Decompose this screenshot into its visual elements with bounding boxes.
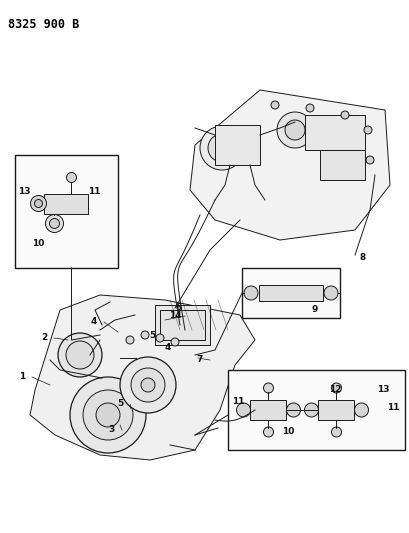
Circle shape [340, 111, 348, 119]
Text: 14: 14 [168, 311, 181, 320]
Circle shape [270, 101, 278, 109]
Bar [15, 155, 118, 268]
Circle shape [363, 126, 371, 134]
Text: 5: 5 [117, 400, 123, 408]
Circle shape [263, 383, 273, 393]
Bar [318, 400, 354, 420]
Circle shape [70, 377, 146, 453]
Circle shape [354, 403, 368, 417]
Text: 5: 5 [148, 332, 155, 341]
Circle shape [365, 156, 373, 164]
Circle shape [171, 338, 179, 346]
Circle shape [131, 368, 164, 402]
Circle shape [141, 378, 155, 392]
Text: 4: 4 [90, 318, 97, 327]
Text: 1: 1 [19, 373, 25, 382]
Circle shape [243, 286, 257, 300]
Bar [250, 400, 286, 420]
Circle shape [276, 112, 312, 148]
Circle shape [305, 104, 313, 112]
Text: 3: 3 [109, 425, 115, 434]
Bar [160, 310, 204, 340]
Bar [304, 115, 364, 150]
Polygon shape [189, 90, 389, 240]
Circle shape [66, 173, 76, 182]
Circle shape [155, 334, 164, 342]
Circle shape [236, 403, 250, 417]
Polygon shape [30, 295, 254, 460]
Circle shape [331, 427, 341, 437]
Circle shape [263, 427, 273, 437]
Circle shape [286, 403, 300, 417]
Circle shape [34, 199, 43, 207]
Circle shape [96, 403, 120, 427]
Circle shape [216, 142, 227, 154]
Text: 13: 13 [376, 385, 388, 394]
Circle shape [331, 383, 341, 393]
Text: 8325 900 B: 8325 900 B [8, 18, 79, 31]
Text: 12: 12 [328, 385, 340, 394]
Text: 11: 11 [386, 403, 398, 413]
Circle shape [120, 357, 175, 413]
Bar [227, 370, 404, 450]
Bar [319, 150, 364, 180]
Circle shape [304, 403, 318, 417]
Circle shape [30, 196, 46, 212]
Text: 10: 10 [281, 427, 294, 437]
Circle shape [66, 341, 94, 369]
Text: 6: 6 [175, 303, 182, 312]
Bar [258, 285, 322, 301]
Text: 9: 9 [311, 305, 317, 314]
Circle shape [58, 333, 102, 377]
Text: 7: 7 [196, 356, 203, 365]
Circle shape [126, 336, 134, 344]
Text: 2: 2 [41, 334, 47, 343]
Bar [241, 268, 339, 318]
Circle shape [200, 126, 243, 170]
Circle shape [141, 331, 148, 339]
Bar [155, 305, 209, 345]
Circle shape [323, 286, 337, 300]
Bar [45, 193, 88, 214]
Circle shape [207, 134, 236, 162]
Text: 10: 10 [32, 238, 44, 247]
Text: 13: 13 [18, 188, 30, 197]
Circle shape [45, 214, 63, 232]
Text: 8: 8 [359, 254, 365, 262]
Circle shape [83, 390, 133, 440]
Circle shape [284, 120, 304, 140]
Text: 11: 11 [231, 398, 244, 407]
Text: 11: 11 [88, 188, 100, 197]
Text: 4: 4 [164, 343, 171, 352]
Circle shape [49, 219, 59, 229]
Bar [214, 125, 259, 165]
